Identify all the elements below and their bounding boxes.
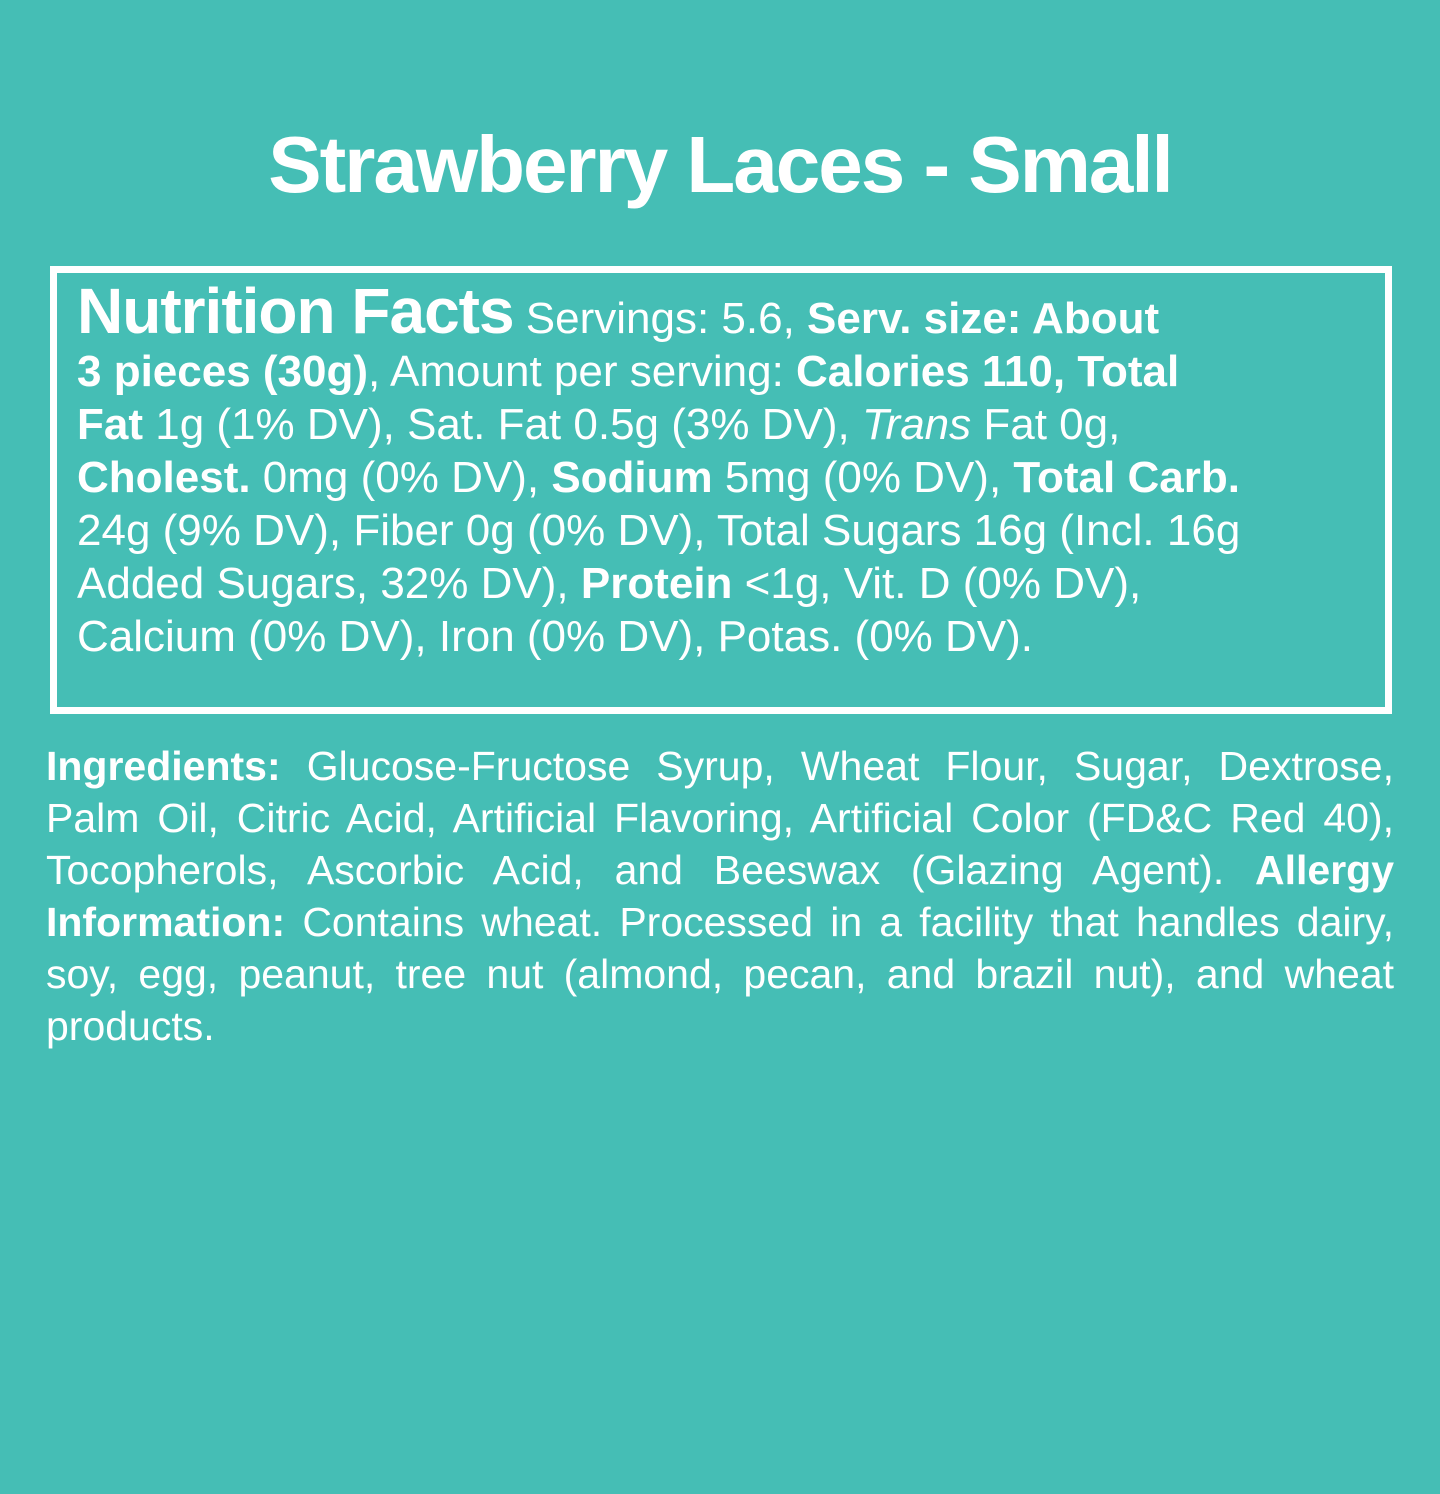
text-segment: Calcium (0% DV), Iron (0% DV), Potas. (0… [77, 611, 1034, 661]
text-segment: 24g (9% DV), Fiber 0g (0% DV), Total Sug… [77, 505, 1241, 555]
text-segment: Added Sugars, 32% DV), [77, 558, 581, 608]
text-segment: Protein [580, 558, 733, 608]
label-page: Strawberry Laces - Small Nutrition Facts… [0, 54, 1440, 1494]
text-segment: Serv. size: About [807, 293, 1160, 343]
text-segment: , Amount per serving: [368, 346, 797, 396]
nutrition-line: Cholest. 0mg (0% DV), Sodium 5mg (0% DV)… [77, 451, 1365, 504]
text-segment: Fat 0g, [971, 399, 1121, 449]
nutrition-line: Nutrition Facts Servings: 5.6, Serv. siz… [77, 279, 1365, 345]
text-segment: Sodium [551, 452, 713, 502]
nutrition-line: 24g (9% DV), Fiber 0g (0% DV), Total Sug… [77, 504, 1365, 557]
text-segment: Trans [861, 399, 972, 449]
product-title: Strawberry Laces - Small [268, 119, 1174, 209]
text-segment: Calories 110, Total [796, 346, 1180, 396]
text-segment: 5mg (0% DV), [712, 452, 1014, 502]
text-segment: <1g, Vit. D (0% DV), [732, 558, 1142, 608]
text-segment: 3 pieces (30g) [77, 346, 369, 396]
nutrition-line: Added Sugars, 32% DV), Protein <1g, Vit.… [77, 557, 1365, 610]
text-segment: Allergy Information: [46, 846, 1394, 945]
text-segment: Servings: 5.6, [513, 293, 808, 343]
text-segment: 1g (1% DV), Sat. Fat 0.5g (3% DV), [143, 399, 862, 449]
ingredients-paragraph: Ingredients: Glucose-Fructose Syrup, Whe… [46, 740, 1394, 1052]
text-segment: Contains wheat. Processed in a facility … [46, 898, 1394, 1049]
text-segment: Glucose-Fructose Syrup, Wheat Flour, Sug… [46, 742, 1394, 893]
text-segment: Nutrition Facts [77, 274, 515, 347]
nutrition-facts-box: Nutrition Facts Servings: 5.6, Serv. siz… [50, 265, 1392, 714]
nutrition-line: Fat 1g (1% DV), Sat. Fat 0.5g (3% DV), T… [77, 398, 1365, 451]
nutrition-line: 3 pieces (30g), Amount per serving: Calo… [77, 345, 1365, 398]
text-segment: Total Carb. [1013, 452, 1240, 502]
nutrition-facts-text: Nutrition Facts Servings: 5.6, Serv. siz… [77, 279, 1365, 663]
text-segment: Cholest. [77, 452, 251, 502]
text-segment: Ingredients: [46, 742, 281, 789]
nutrition-line: Calcium (0% DV), Iron (0% DV), Potas. (0… [77, 610, 1365, 663]
text-segment: Fat [77, 399, 143, 449]
text-segment: 0mg (0% DV), [250, 452, 552, 502]
